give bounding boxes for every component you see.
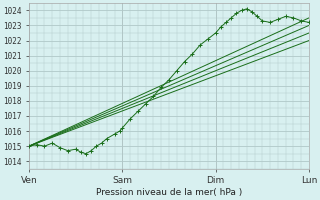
X-axis label: Pression niveau de la mer( hPa ): Pression niveau de la mer( hPa ) — [96, 188, 242, 197]
